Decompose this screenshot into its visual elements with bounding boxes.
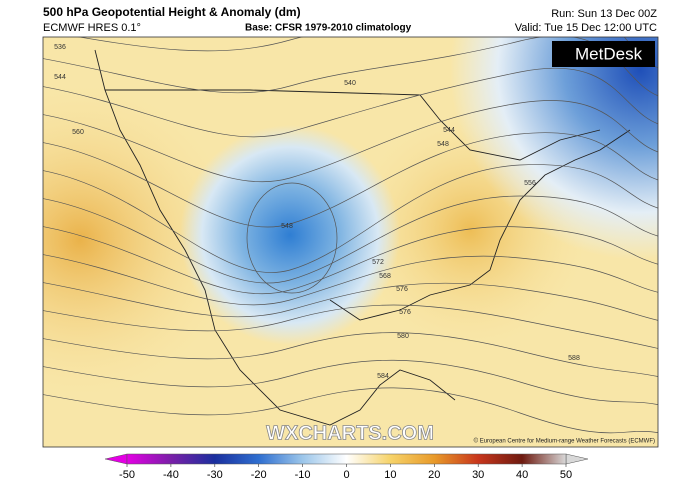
- contour-label: 580: [397, 333, 409, 340]
- height-contours: [43, 37, 658, 434]
- contour-label: 536: [54, 44, 66, 51]
- credit: © European Centre for Medium-range Weath…: [474, 438, 655, 445]
- contour-line: [43, 164, 658, 273]
- colorbar-tick-label: -10: [295, 469, 311, 481]
- model: ECMWF HRES 0.1°: [43, 22, 141, 34]
- contour-label: 548: [437, 141, 449, 148]
- colorbar-tick-label: 40: [516, 469, 528, 481]
- contour-line: [43, 332, 658, 377]
- colorbar-tick-label: -50: [119, 469, 135, 481]
- colorbar: -50 -40 -30 -20 -10 0 10 20 30 40 50: [104, 453, 589, 481]
- contour-label: 540: [344, 80, 356, 87]
- contour-line: [43, 254, 658, 306]
- contour-label: 572: [372, 259, 384, 266]
- colorbar-min-arrow: [104, 453, 128, 465]
- contour-line: [43, 387, 658, 434]
- map-area: 536 544 560 540 544 548 556 548 568 572 576 576 580 5…: [43, 37, 658, 447]
- colorbar-gradient: [126, 453, 567, 465]
- colorbar-tick-label: 50: [560, 469, 572, 481]
- colorbar-tick-label: 30: [472, 469, 484, 481]
- title: 500 hPa Geopotential Height & Anomaly (d…: [43, 5, 301, 19]
- logo-box: [552, 41, 655, 67]
- anomaly-cold-northeast: [43, 37, 658, 447]
- colorbar-tick-label: -30: [207, 469, 223, 481]
- map-frame: [42, 36, 659, 448]
- colorbar-max-arrow: [565, 453, 589, 465]
- contour-line: [43, 282, 658, 321]
- contour-label: 588: [568, 355, 580, 362]
- contour-label: 544: [54, 74, 66, 81]
- contour-label: 576: [399, 309, 411, 316]
- valid: Valid: Tue 15 Dec 12:00 UTC: [515, 22, 657, 34]
- colorbar-tick-label: 0: [343, 469, 349, 481]
- colorbar-tick-label: 10: [384, 469, 396, 481]
- colorbar-tick-label: 20: [428, 469, 440, 481]
- logo-text: MetDesk: [575, 44, 643, 63]
- contour-line: [43, 67, 658, 138]
- contour-label: 544: [443, 127, 455, 134]
- contour-labels: 536 544 560 540 544 548 556 548 568 572 576 576 580 5…: [54, 44, 580, 380]
- contour-label: 548: [281, 223, 293, 230]
- contour-line: [43, 226, 658, 295]
- contour-label: 584: [377, 373, 389, 380]
- contour-line: [43, 195, 658, 284]
- contour-label: 576: [396, 286, 408, 293]
- watermark: WXCHARTS.COM: [266, 422, 434, 444]
- contour-label: 568: [379, 273, 391, 280]
- contour-line: [43, 359, 658, 405]
- run: Run: Sun 13 Dec 00Z: [551, 8, 657, 20]
- contour-line: [77, 37, 658, 69]
- colorbar-tick-label: -20: [251, 469, 267, 481]
- contour-line: [43, 132, 658, 228]
- coastlines: [94, 49, 631, 426]
- base: Base: CFSR 1979-2010 climatology: [245, 23, 412, 34]
- contour-line: [43, 100, 658, 183]
- contour-line: [43, 304, 658, 349]
- contour-label: 556: [524, 180, 536, 187]
- colorbar-tick-label: -40: [163, 469, 179, 481]
- contour-label: 560: [72, 129, 84, 136]
- contour-line: [246, 182, 338, 294]
